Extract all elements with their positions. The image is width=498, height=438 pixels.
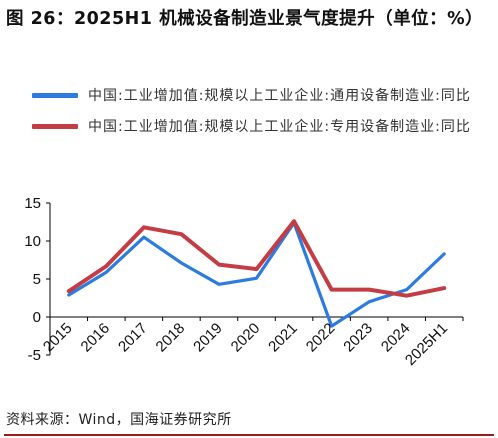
legend-label-series-1: 中国:工业增加值:规模以上工业企业:通用设备制造业:同比: [88, 88, 471, 104]
x-tick-label: 2025H1: [402, 320, 451, 369]
legend-item-series-2: 中国:工业增加值:规模以上工业企业:专用设备制造业:同比: [32, 115, 472, 139]
x-tick-label: 2023: [340, 320, 376, 356]
legend-swatch-series-2: [32, 124, 78, 129]
x-tick-label: 2017: [115, 320, 151, 356]
legend-label-series-2: 中国:工业增加值:规模以上工业企业:专用设备制造业:同比: [88, 119, 471, 135]
x-tick-label: 2015: [40, 320, 76, 356]
y-tick-label: 15: [24, 195, 41, 212]
series-line-1: [67, 221, 446, 328]
y-tick-label: 0: [33, 309, 41, 326]
figure-title: 图 26：2025H1 机械设备制造业景气度提升（单位：%）: [6, 9, 484, 29]
y-tick-label: 10: [24, 233, 41, 250]
source-note: 资料来源：Wind，国海证券研究所: [6, 412, 232, 428]
y-tick-label: -5: [28, 347, 41, 364]
x-tick-label: 2018: [153, 320, 189, 356]
bottom-rule: [4, 434, 494, 436]
legend-item-series-1: 中国:工业增加值:规模以上工业企业:通用设备制造业:同比: [32, 84, 472, 108]
x-tick-label: 2016: [78, 320, 114, 356]
y-tick-label: 5: [33, 271, 41, 288]
x-tick-label: 2020: [228, 320, 264, 356]
legend: 中国:工业增加值:规模以上工业企业:通用设备制造业:同比 中国:工业增加值:规模…: [32, 84, 472, 146]
x-tick-label: 2021: [265, 320, 301, 356]
series-line-2: [66, 219, 447, 298]
legend-swatch-series-1: [32, 93, 78, 98]
x-tick-label: 2019: [190, 320, 226, 356]
